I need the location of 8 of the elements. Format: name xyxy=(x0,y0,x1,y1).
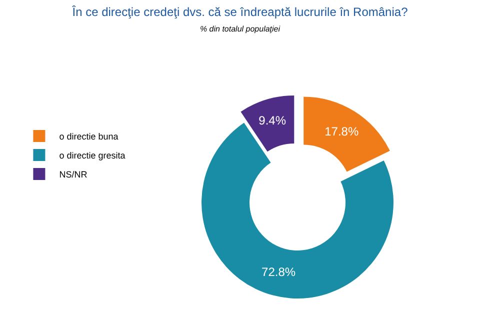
legend-label: o directie gresita xyxy=(59,150,126,161)
chart-title: În ce direcţie credeţi dvs. că se îndreaptă lucrurile în România? xyxy=(71,5,408,19)
legend-label: o directie buna xyxy=(59,132,118,142)
data-label: 9.4% xyxy=(258,113,286,128)
data-label: 72.8% xyxy=(262,264,296,279)
data-label: 17.8% xyxy=(324,124,359,139)
chart-subtitle: % din totalul populaţiei xyxy=(200,24,280,34)
legend-label: NS/NR xyxy=(59,170,88,180)
